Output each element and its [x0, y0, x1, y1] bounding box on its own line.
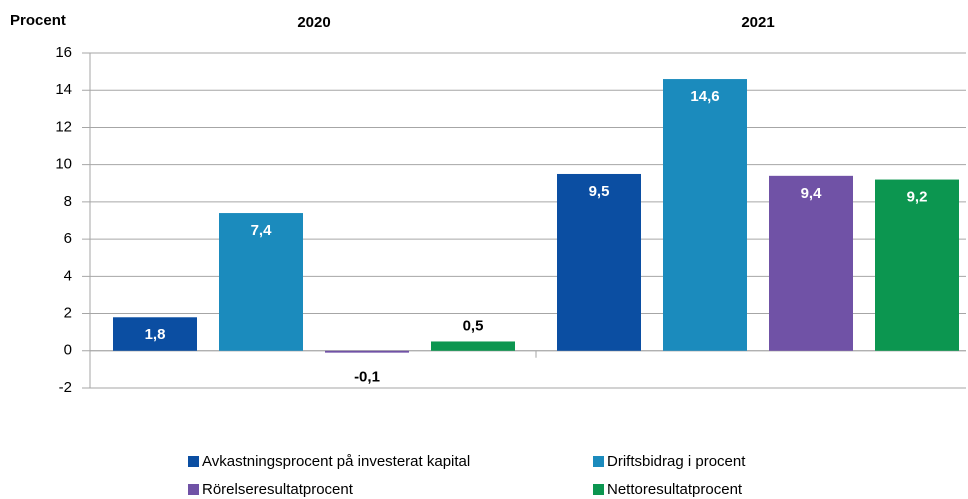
y-tick-label: -2 — [59, 379, 72, 396]
data-label: 14,6 — [690, 88, 719, 105]
bar — [219, 213, 303, 351]
y-tick-label: 12 — [55, 118, 72, 135]
y-tick-label: 4 — [64, 267, 72, 284]
y-tick-label: 16 — [55, 44, 72, 61]
data-label: 7,4 — [251, 222, 273, 239]
legend-swatch — [188, 456, 199, 467]
legend-label: Rörelseresultatprocent — [202, 481, 354, 498]
data-label: 9,4 — [801, 185, 823, 202]
legend-swatch — [188, 484, 199, 495]
y-tick-label: 14 — [55, 81, 72, 98]
data-label: 9,5 — [589, 183, 610, 200]
data-label: -0,1 — [354, 369, 380, 386]
y-tick-label: 0 — [64, 342, 72, 359]
bar — [431, 341, 515, 351]
category-label: 2021 — [741, 14, 774, 31]
category-label: 2020 — [297, 14, 330, 31]
y-tick-label: 10 — [55, 156, 72, 173]
legend-label: Nettoresultatprocent — [607, 481, 743, 498]
bar — [663, 79, 747, 351]
bar — [875, 179, 959, 351]
legend-swatch — [593, 484, 604, 495]
data-label: 9,2 — [907, 189, 928, 206]
bar — [557, 173, 641, 351]
y-tick-label: 8 — [64, 193, 72, 210]
y-axis-label: Procent — [10, 12, 66, 29]
y-tick-label: 6 — [64, 230, 72, 247]
legend-label: Avkastningsprocent på investerat kapital — [202, 453, 470, 470]
legend-swatch — [593, 456, 604, 467]
data-label: 0,5 — [463, 317, 484, 334]
bar — [769, 175, 853, 351]
bar — [325, 350, 409, 353]
bar — [113, 317, 197, 351]
y-tick-label: 2 — [64, 305, 72, 322]
data-label: 1,8 — [145, 326, 166, 343]
legend-label: Driftsbidrag i procent — [607, 453, 746, 470]
